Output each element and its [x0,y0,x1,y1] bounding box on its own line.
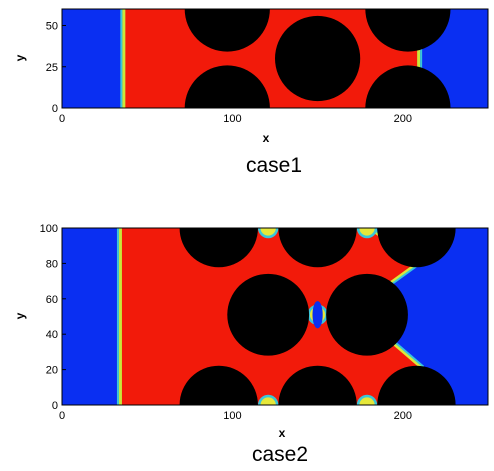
x-tick-label-case1-1: 100 [223,113,241,125]
obstacle-case2-6 [227,273,310,356]
panel-case2: 0 100 200 0 20 40 60 80 100 x y case2 [13,223,489,466]
obstacle-case2-3 [179,365,258,405]
y-tick-label-case1-2: 50 [46,21,58,33]
neck-core-case2-0 [260,228,276,236]
obstacle-case2-7 [326,273,408,356]
y-tick-label-case2-3: 60 [46,294,58,306]
interface-left-case2 [118,228,122,405]
caption-case1: case1 [246,154,302,177]
obstacle-case1-1 [184,65,270,108]
axes-case1: 0 100 200 0 25 50 [46,21,412,126]
plot-frame-case2 [61,227,489,406]
interface-left-edge-case2 [116,228,119,405]
y-tick-label-case2-1: 20 [46,365,58,377]
obstacle-case2-1 [278,228,357,268]
y-axis-label-case1: y [13,54,27,61]
x-tick-label-case2-2: 200 [394,410,412,422]
obstacle-case2-2 [377,228,456,268]
obstacle-case2-5 [377,365,456,405]
y-tick-label-case2-5: 100 [40,223,58,235]
x-tick-label-case2-1: 100 [223,410,241,422]
y-tick-label-case2-4: 80 [46,258,58,270]
field-case1 [62,9,488,108]
x-tick-label-case1-0: 0 [59,113,65,125]
neck-core-case2-1 [359,228,375,236]
y-tick-label-case1-0: 0 [52,103,58,115]
caption-case2: case2 [252,443,308,466]
axes-case2: 0 100 200 0 20 40 60 80 100 [40,223,412,422]
y-axis-label-case2: y [13,312,27,319]
x-tick-label-case1-2: 200 [394,113,412,125]
plot-frame-case1 [61,8,489,109]
interface-left-edge-case1 [120,9,123,108]
obstacle-case1-3 [365,9,451,52]
interface-right-case1 [417,9,421,108]
obstacle-case1-0 [184,9,270,52]
neck-gap-case2 [312,301,323,329]
interface-right-edge-case1 [420,9,423,108]
interface-left-case1 [122,9,126,108]
obstacle-case2-0 [179,228,258,268]
obstacle-case2-4 [278,365,357,405]
neck-core-case2-2 [260,397,276,405]
y-tick-label-case1-1: 25 [46,62,58,74]
obstacle-case1-4 [365,65,451,108]
x-axis-label-case1: x [263,131,270,145]
x-tick-label-case2-0: 0 [59,410,65,422]
y-tick-label-case2-2: 40 [46,329,58,341]
field-case2 [62,228,488,405]
obstacle-case1-2 [275,15,361,102]
neck-core-case2-3 [359,397,375,405]
panel-case1: 0 100 200 0 25 50 x y case1 [13,8,489,177]
y-tick-label-case2-0: 0 [52,400,58,412]
x-axis-label-case2: x [279,426,286,440]
